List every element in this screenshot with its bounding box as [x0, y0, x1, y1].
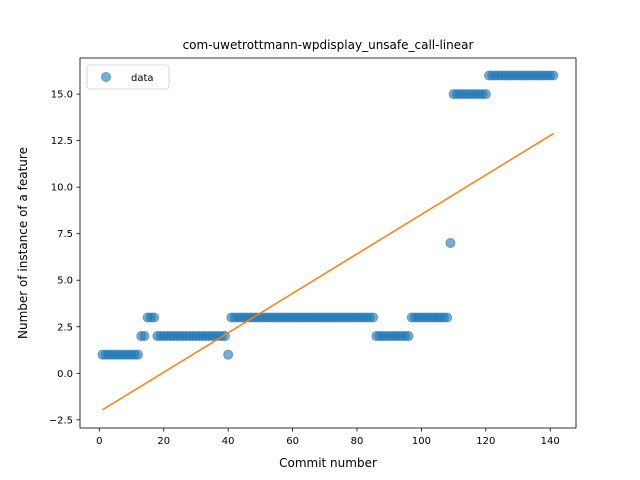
data-point [149, 312, 160, 323]
y-tick-label: 10.0 [51, 183, 73, 194]
chart-title: com-uwetrottmann-wpdisplay_unsafe_call-l… [183, 38, 474, 52]
data-point [368, 312, 379, 323]
x-tick-label: 60 [286, 436, 299, 447]
data-point [403, 331, 414, 342]
data-point [480, 89, 491, 100]
y-tick-label: 2.5 [57, 322, 73, 333]
x-tick-label: 20 [157, 436, 170, 447]
x-tick-label: 120 [476, 436, 495, 447]
data-point [548, 70, 559, 81]
y-tick-label: 12.5 [51, 136, 73, 147]
y-axis-ticks: −2.5 0.0 2.5 5.0 7.5 10.0 12.5 15.0 [49, 90, 80, 426]
data-point [139, 331, 150, 342]
y-tick-label: 5.0 [57, 276, 73, 287]
y-tick-label: 7.5 [57, 229, 73, 240]
y-axis-label: Number of instance of a feature [16, 147, 30, 339]
x-axis-label: Commit number [279, 456, 377, 470]
plot-frame [79, 57, 577, 429]
legend-label-data: data [131, 73, 154, 84]
data-point [223, 349, 234, 360]
data-point [445, 238, 456, 248]
legend-box [86, 64, 170, 90]
legend-marker-data [101, 72, 111, 82]
y-tick-label: 15.0 [51, 90, 73, 101]
x-tick-label: 80 [351, 436, 364, 447]
data-point [442, 312, 453, 323]
x-axis-ticks: 0 20 40 60 80 100 120 140 [96, 428, 560, 447]
x-tick-label: 140 [541, 436, 560, 447]
data-point [132, 349, 143, 360]
legend: data [86, 64, 170, 90]
x-tick-label: 100 [412, 436, 431, 447]
x-tick-label: 0 [96, 436, 102, 447]
fit-line [102, 132, 554, 411]
y-tick-label: 0.0 [57, 369, 73, 380]
y-tick-label: −2.5 [49, 415, 73, 426]
x-tick-label: 40 [222, 436, 235, 447]
plot-area [97, 70, 559, 411]
